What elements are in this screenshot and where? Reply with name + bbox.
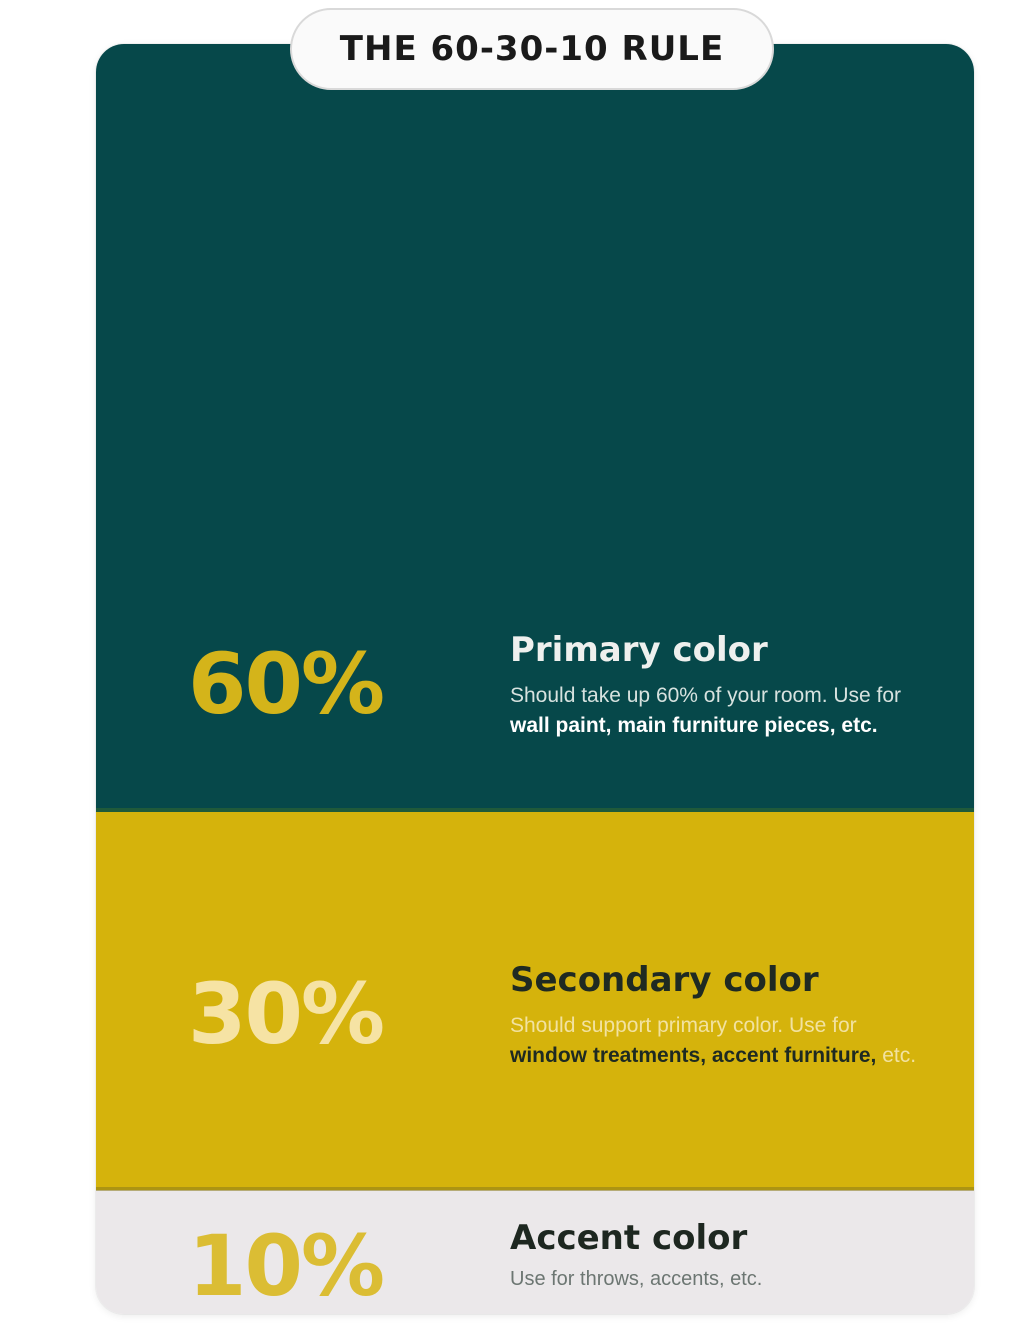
- accent-section: 10% Accent color Use for throws, accents…: [96, 1190, 974, 1314]
- secondary-info: Secondary color Should support primary c…: [510, 960, 930, 1071]
- title-badge: THE 60-30-10 RULE: [290, 8, 774, 90]
- secondary-desc-bold: window treatments, accent furniture,: [510, 1044, 877, 1068]
- primary-desc-bold: wall paint, main furniture pieces, etc.: [510, 714, 878, 738]
- primary-desc-text: Should take up 60% of your room. Use for: [510, 684, 902, 708]
- primary-percent: 60%: [188, 635, 385, 733]
- primary-heading: Primary color: [510, 630, 768, 670]
- primary-info: Primary color Should take up 60% of your…: [510, 630, 930, 741]
- accent-description: Use for throws, accents, etc.: [510, 1265, 930, 1293]
- secondary-section: 30% Secondary color Should support prima…: [96, 810, 974, 1190]
- accent-desc-text: Use for throws, accents, etc.: [510, 1268, 763, 1291]
- secondary-desc-tail: etc.: [876, 1044, 917, 1068]
- primary-description: Should take up 60% of your room. Use for…: [510, 681, 930, 741]
- accent-heading: Accent color: [510, 1218, 748, 1258]
- primary-section: 60% Primary color Should take up 60% of …: [96, 44, 974, 810]
- section-divider: [96, 1187, 974, 1191]
- secondary-heading: Secondary color: [510, 960, 819, 1000]
- section-divider: [96, 808, 974, 812]
- secondary-percent: 30%: [188, 965, 385, 1063]
- secondary-description: Should support primary color. Use for wi…: [510, 1011, 930, 1071]
- secondary-desc-text: Should support primary color. Use for: [510, 1014, 857, 1038]
- accent-info: Accent color Use for throws, accents, et…: [510, 1218, 930, 1294]
- accent-percent: 10%: [188, 1217, 385, 1314]
- color-rule-card: 60% Primary color Should take up 60% of …: [96, 44, 974, 1314]
- page-title: THE 60-30-10 RULE: [339, 29, 725, 69]
